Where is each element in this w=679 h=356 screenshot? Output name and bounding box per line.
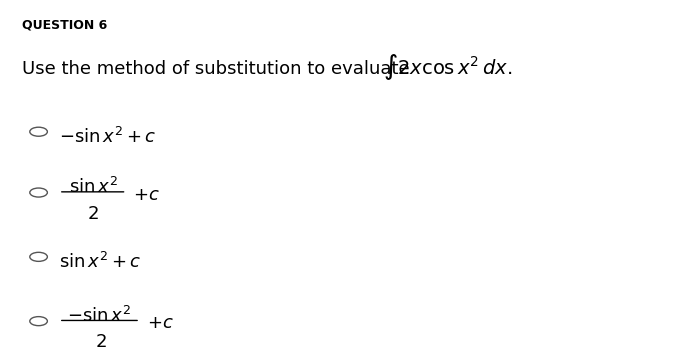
Text: $+ c$: $+ c$ [147,314,174,332]
Text: $\sin x^2 + c$: $\sin x^2 + c$ [59,252,141,272]
Text: $2$: $2$ [88,205,99,223]
Text: QUESTION 6: QUESTION 6 [22,19,107,32]
Text: $-\sin x^2 + c$: $-\sin x^2 + c$ [59,126,156,147]
Text: Use the method of substitution to evaluate: Use the method of substitution to evalua… [22,61,409,78]
Text: $\sin x^2$: $\sin x^2$ [69,177,118,197]
Text: $2$: $2$ [94,333,107,351]
Text: $\int 2x \cos x^2\, dx$.: $\int 2x \cos x^2\, dx$. [384,52,513,82]
Text: $-\sin x^2$: $-\sin x^2$ [67,305,131,326]
Text: $+ c$: $+ c$ [133,185,160,204]
